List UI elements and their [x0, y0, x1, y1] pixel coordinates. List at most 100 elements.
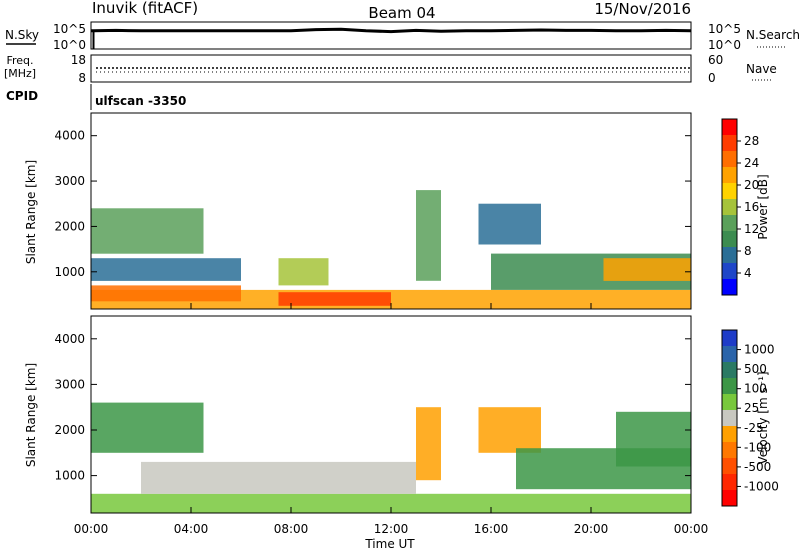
- velocity-colorbar-tick-label: -500: [744, 460, 771, 474]
- velocity-colorbar-tick-label: 25: [744, 401, 759, 415]
- nsearch-label: N.Search: [746, 28, 800, 42]
- velocity-xtick-label: 00:00: [674, 522, 709, 536]
- power-colorbar-tick-label: 8: [744, 244, 752, 258]
- power-colorbar-tick-label: 20: [744, 178, 759, 192]
- power-colorbar-block: [722, 247, 737, 264]
- power-panel: 1000 2000 3000 4000 Slant Range [km]: [24, 112, 692, 310]
- velocity-colorbar-blocks: [722, 330, 737, 507]
- velocity-colorbar: 1000 500 100 25 -25 -100 -500 -1000 Velocity [m…: [721, 329, 779, 507]
- nsky-tick-top-left: 10^5: [53, 22, 86, 36]
- velocity-colorbar-block: [722, 346, 737, 363]
- velocity-region: [91, 493, 691, 513]
- velocity-heatmap: [91, 402, 691, 513]
- velocity-yticks: 1000 2000 3000 4000: [54, 332, 691, 483]
- nsky-tick-bottom-left: 10^0: [53, 38, 86, 52]
- freq-frame: [90, 54, 692, 83]
- velocity-colorbar-block: [722, 490, 737, 507]
- velocity-ytick-label: 4000: [54, 332, 85, 346]
- power-colorbar-block: [722, 263, 737, 280]
- velocity-colorbar-frame: [721, 329, 738, 507]
- power-heatmap: [91, 190, 691, 309]
- power-region: [603, 258, 691, 281]
- velocity-colorbar-block: [722, 442, 737, 459]
- date-title: 15/Nov/2016: [594, 0, 691, 18]
- power-colorbar-block: [722, 135, 737, 152]
- velocity-colorbar-block: [722, 474, 737, 491]
- velocity-colorbar-tick-label: 500: [744, 362, 767, 376]
- velocity-xtick-label: 08:00: [274, 522, 309, 536]
- power-colorbar-block: [722, 183, 737, 200]
- power-ytick-label: 3000: [54, 174, 85, 188]
- velocity-region: [91, 402, 204, 453]
- power-colorbar-tick-label: 4: [744, 266, 752, 280]
- velocity-ylabel: Slant Range [km]: [24, 363, 38, 467]
- velocity-colorbar-block: [722, 378, 737, 395]
- freq-tick-bottom: 8: [78, 71, 86, 85]
- velocity-colorbar-tick-label: -25: [744, 421, 764, 435]
- freq-panel: Freq. [MHz] 18 8 60 0 Nave: [4, 53, 777, 85]
- nsky-tick-top-right: 10^5: [708, 22, 741, 36]
- velocity-xtick-label: 16:00: [474, 522, 509, 536]
- nsky-panel: N.Sky 10^5 10^0 10^5 10^0 N.Search: [5, 21, 800, 52]
- nave-tick-bottom: 0: [708, 71, 716, 85]
- power-colorbar-ticks: 28 24 20 16 12 8 4: [737, 134, 759, 280]
- velocity-xtick-label: 12:00: [374, 522, 409, 536]
- velocity-region: [141, 461, 416, 494]
- velocity-ytick-label: 1000: [54, 469, 85, 483]
- power-colorbar: 28 24 20 16 12 8 4 Power [dB]: [721, 118, 770, 296]
- velocity-colorbar-tick-label: -100: [744, 440, 771, 454]
- velocity-colorbar-ticks: 1000 500 100 25 -25 -100 -500 -1000: [737, 343, 779, 493]
- velocity-region: [616, 411, 691, 467]
- power-colorbar-block: [722, 119, 737, 136]
- power-colorbar-block: [722, 279, 737, 296]
- power-region: [278, 258, 329, 286]
- cpid-value: ulfscan -3350: [95, 94, 186, 108]
- power-region: [91, 258, 241, 281]
- velocity-xtick-label: 20:00: [574, 522, 609, 536]
- nsky-label: N.Sky: [5, 28, 39, 42]
- power-ytick-label: 1000: [54, 265, 85, 279]
- freq-tick-top: 18: [71, 53, 86, 67]
- freq-label: Freq.: [6, 54, 33, 67]
- velocity-colorbar-tick-label: 100: [744, 382, 767, 396]
- beam-title: Beam 04: [368, 4, 435, 22]
- power-colorbar-label: Power [dB]: [756, 174, 770, 239]
- power-ytick-label: 2000: [54, 219, 85, 233]
- velocity-ytick-label: 3000: [54, 377, 85, 391]
- velocity-colorbar-block: [722, 458, 737, 475]
- velocity-region: [416, 407, 441, 481]
- power-colorbar-block: [722, 199, 737, 216]
- freq-unit-label: [MHz]: [4, 67, 36, 80]
- power-region: [478, 203, 541, 245]
- power-colorbar-block: [722, 231, 737, 248]
- velocity-colorbar-block: [722, 426, 737, 443]
- power-ylabel: Slant Range [km]: [24, 160, 38, 264]
- velocity-ytick-label: 2000: [54, 423, 85, 437]
- cpid-label: CPID: [6, 89, 38, 103]
- power-colorbar-tick-label: 28: [744, 134, 759, 148]
- velocity-colorbar-tick-label: -1000: [744, 479, 779, 493]
- velocity-xticks: 00:00 04:00 08:00 12:00 16:00 20:00 00:00: [74, 507, 709, 536]
- velocity-region: [478, 407, 541, 453]
- power-colorbar-tick-label: 24: [744, 156, 759, 170]
- power-colorbar-block: [722, 215, 737, 232]
- power-colorbar-tick-label: 12: [744, 222, 759, 236]
- power-ytick-label: 4000: [54, 129, 85, 143]
- power-colorbar-block: [722, 167, 737, 184]
- power-colorbar-tick-label: 16: [744, 200, 759, 214]
- velocity-xlabel: Time UT: [364, 537, 415, 551]
- nave-tick-top: 60: [708, 53, 723, 67]
- power-region: [278, 292, 391, 306]
- nave-label: Nave: [746, 62, 777, 76]
- velocity-colorbar-tick-label: 1000: [744, 343, 775, 357]
- station-title: Inuvik (fitACF): [92, 0, 198, 17]
- velocity-colorbar-block: [722, 410, 737, 427]
- power-region: [91, 208, 204, 254]
- power-region: [416, 190, 441, 281]
- velocity-panel: 1000 2000 3000 4000 00:00 04:00 08:00 12:00 16:…: [24, 315, 709, 551]
- power-region: [91, 285, 241, 302]
- velocity-colorbar-label: Velocity [m s⁻¹]: [756, 371, 770, 464]
- velocity-colorbar-block: [722, 362, 737, 379]
- velocity-colorbar-block: [722, 394, 737, 411]
